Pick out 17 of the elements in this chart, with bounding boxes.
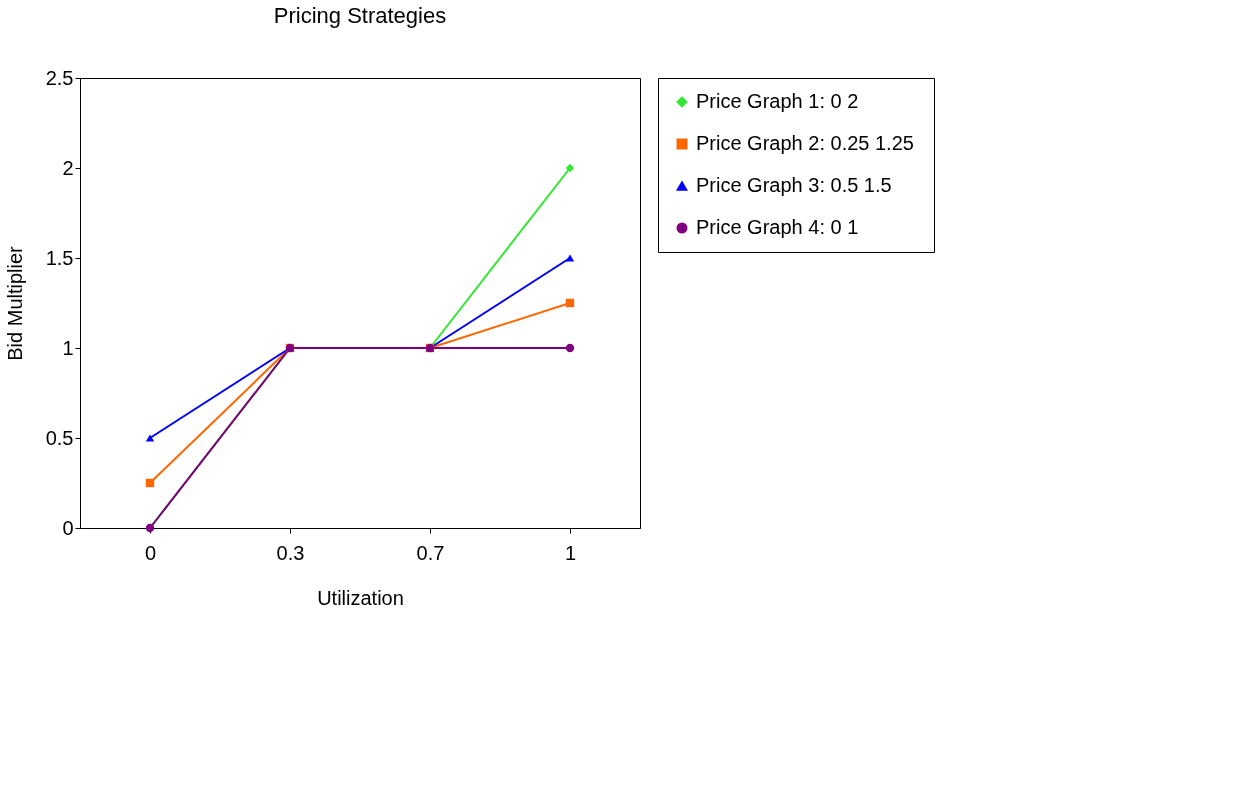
legend-label: Price Graph 4: 0 1 [696, 216, 859, 238]
y-tick-label: 1.5 [45, 246, 74, 269]
x-tick-label: 0.7 [416, 541, 445, 564]
chart-title: Pricing Strategies [273, 3, 447, 28]
y-tick-label: 2.5 [45, 66, 74, 89]
x-axis-title: Utilization [317, 586, 404, 609]
legend-label: Price Graph 1: 0 2 [696, 90, 859, 112]
x-tick-label: 0.3 [276, 541, 305, 564]
y-tick-label: 0 [62, 516, 74, 539]
legend-label: Price Graph 2: 0.25 1.25 [696, 132, 914, 154]
x-tick-label: 0 [144, 541, 157, 564]
legend-label: Price Graph 3: 0.5 1.5 [696, 174, 892, 196]
y-tick-label: 1 [62, 336, 74, 359]
y-tick-label: 2 [62, 156, 74, 179]
x-tick-label: 1 [564, 541, 577, 564]
y-axis-title: Bid Multiplier [3, 245, 26, 361]
y-tick-label: 0.5 [45, 426, 74, 449]
